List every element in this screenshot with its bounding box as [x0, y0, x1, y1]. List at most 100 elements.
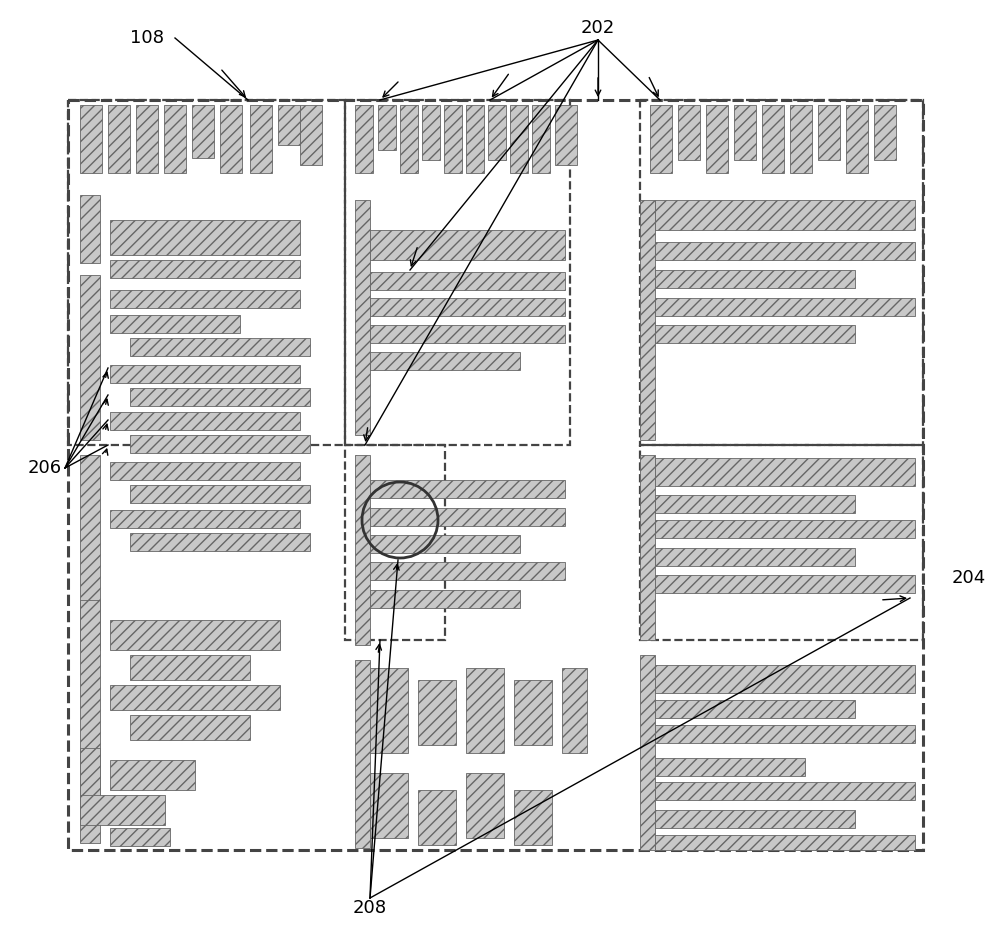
Bar: [655, 700, 855, 718]
Bar: [110, 290, 300, 308]
Bar: [378, 105, 396, 150]
Bar: [110, 685, 280, 710]
Text: 204: 204: [952, 569, 986, 587]
Bar: [164, 105, 186, 173]
Bar: [655, 810, 855, 828]
Bar: [370, 562, 565, 580]
Bar: [846, 105, 868, 173]
Bar: [370, 272, 565, 290]
Bar: [345, 100, 570, 445]
Bar: [655, 575, 915, 593]
Bar: [640, 100, 923, 445]
Bar: [655, 200, 915, 230]
Bar: [110, 220, 300, 255]
Bar: [488, 105, 506, 160]
Bar: [130, 435, 310, 453]
Bar: [510, 105, 528, 173]
Bar: [466, 773, 504, 838]
Bar: [110, 412, 300, 430]
Bar: [370, 535, 520, 553]
Bar: [514, 790, 552, 845]
Bar: [655, 520, 915, 538]
Bar: [370, 590, 520, 608]
Bar: [514, 680, 552, 745]
Bar: [370, 480, 565, 498]
Bar: [370, 508, 565, 526]
Bar: [655, 758, 805, 776]
Bar: [818, 105, 840, 160]
Bar: [655, 495, 855, 513]
Bar: [108, 105, 130, 173]
Bar: [130, 655, 250, 680]
Bar: [80, 600, 100, 800]
Bar: [355, 105, 373, 173]
Bar: [762, 105, 784, 173]
Bar: [418, 680, 456, 745]
Bar: [370, 298, 565, 316]
Bar: [110, 828, 170, 846]
Bar: [68, 100, 923, 850]
Bar: [640, 200, 655, 440]
Bar: [370, 773, 408, 838]
Bar: [418, 790, 456, 845]
Bar: [655, 835, 915, 850]
Bar: [110, 510, 300, 528]
Bar: [355, 455, 370, 645]
Bar: [80, 105, 102, 173]
Bar: [640, 455, 655, 640]
Bar: [110, 315, 240, 333]
Bar: [130, 338, 310, 356]
Bar: [655, 665, 915, 693]
Bar: [370, 668, 408, 753]
Bar: [80, 455, 100, 650]
Bar: [370, 352, 520, 370]
Bar: [110, 462, 300, 480]
Bar: [655, 458, 915, 486]
Bar: [130, 485, 310, 503]
Bar: [250, 105, 272, 173]
Text: 208: 208: [353, 899, 387, 917]
Bar: [466, 668, 504, 753]
Bar: [640, 445, 923, 640]
Bar: [80, 275, 100, 440]
Bar: [466, 105, 484, 173]
Bar: [655, 782, 915, 800]
Bar: [655, 270, 855, 288]
Bar: [80, 195, 100, 263]
Bar: [300, 105, 322, 165]
Bar: [80, 795, 165, 825]
Text: 202: 202: [581, 19, 615, 37]
Bar: [874, 105, 896, 160]
Bar: [655, 298, 915, 316]
Bar: [355, 660, 370, 848]
Bar: [562, 668, 587, 753]
Bar: [532, 105, 550, 173]
Bar: [655, 325, 855, 343]
Bar: [192, 105, 214, 158]
Bar: [370, 325, 565, 343]
Bar: [734, 105, 756, 160]
Bar: [130, 715, 250, 740]
Bar: [220, 105, 242, 173]
Text: 206: 206: [28, 459, 62, 477]
Bar: [655, 242, 915, 260]
Bar: [422, 105, 440, 160]
Bar: [80, 748, 100, 843]
Bar: [370, 230, 565, 260]
Bar: [345, 445, 445, 640]
Bar: [650, 105, 672, 173]
Bar: [68, 100, 345, 445]
Bar: [706, 105, 728, 173]
Bar: [130, 533, 310, 551]
Bar: [655, 548, 855, 566]
Bar: [655, 725, 915, 743]
Bar: [790, 105, 812, 173]
Bar: [555, 105, 577, 165]
Bar: [278, 105, 300, 145]
Bar: [110, 365, 300, 383]
Bar: [355, 200, 370, 435]
Bar: [110, 260, 300, 278]
Text: 108: 108: [130, 29, 164, 47]
Bar: [678, 105, 700, 160]
Bar: [400, 105, 418, 173]
